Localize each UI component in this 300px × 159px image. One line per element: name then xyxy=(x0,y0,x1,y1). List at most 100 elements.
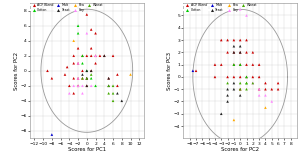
Point xyxy=(190,69,195,72)
Point xyxy=(244,88,249,90)
Point xyxy=(80,84,85,87)
Point xyxy=(80,73,85,76)
Legend: ACF Blend, Cotton, Malt, Yeast, Pea, Soy, Wheat: ACF Blend, Cotton, Malt, Yeast, Pea, Soy… xyxy=(183,3,257,12)
Point xyxy=(232,63,236,66)
Point xyxy=(71,39,76,42)
Point xyxy=(76,47,80,49)
Point xyxy=(45,69,50,72)
Point xyxy=(250,76,255,78)
Point xyxy=(80,55,85,57)
Point xyxy=(76,32,80,35)
Point xyxy=(63,73,68,76)
Point xyxy=(106,77,111,80)
Point xyxy=(263,82,268,84)
Point xyxy=(93,32,98,35)
Point xyxy=(225,82,230,84)
Point xyxy=(84,32,89,35)
Point xyxy=(238,82,243,84)
X-axis label: Scores for PC2: Scores for PC2 xyxy=(221,147,259,152)
Point xyxy=(244,76,249,78)
Point xyxy=(76,24,80,27)
Point xyxy=(84,55,89,57)
Point xyxy=(106,84,111,87)
Point xyxy=(115,84,120,87)
Point xyxy=(84,13,89,16)
Point xyxy=(263,88,268,90)
Point xyxy=(80,55,85,57)
Point xyxy=(219,39,224,41)
Point xyxy=(84,69,89,72)
Point xyxy=(76,84,80,87)
Point xyxy=(89,73,94,76)
Point xyxy=(50,77,54,80)
Y-axis label: Scores for PC3: Scores for PC3 xyxy=(167,52,172,90)
Point xyxy=(89,69,94,72)
Point xyxy=(50,133,54,136)
Point xyxy=(276,82,280,84)
Point xyxy=(219,112,224,115)
Point xyxy=(89,84,94,87)
Point xyxy=(89,28,94,31)
Point xyxy=(76,84,80,87)
Point xyxy=(257,76,262,78)
Point xyxy=(225,88,230,90)
Point xyxy=(89,69,94,72)
Point xyxy=(80,69,85,72)
Point xyxy=(232,63,236,66)
Point xyxy=(194,69,198,72)
Point xyxy=(84,77,89,80)
Point xyxy=(84,84,89,87)
Point xyxy=(238,63,243,66)
Point xyxy=(244,82,249,84)
X-axis label: Scores for PC1: Scores for PC1 xyxy=(68,147,106,152)
Point xyxy=(84,77,89,80)
Point xyxy=(76,62,80,65)
Point xyxy=(106,92,111,95)
Y-axis label: Scores for PC2: Scores for PC2 xyxy=(14,52,19,90)
Point xyxy=(232,76,236,78)
Point xyxy=(102,55,107,57)
Point xyxy=(244,63,249,66)
Point xyxy=(238,39,243,41)
Point xyxy=(232,39,236,41)
Point xyxy=(225,76,230,78)
Point xyxy=(115,73,120,76)
Point xyxy=(106,77,111,80)
Point xyxy=(238,51,243,54)
Point xyxy=(98,55,102,57)
Point xyxy=(80,77,85,80)
Point xyxy=(232,88,236,90)
Point xyxy=(250,82,255,84)
Point xyxy=(238,88,243,90)
Point xyxy=(65,66,70,68)
Point xyxy=(80,77,85,80)
Point xyxy=(244,76,249,78)
Point xyxy=(238,51,243,54)
Point xyxy=(80,92,85,95)
Point xyxy=(238,94,243,97)
Point xyxy=(111,92,116,95)
Point xyxy=(269,100,274,103)
Point xyxy=(102,55,107,57)
Point xyxy=(250,63,255,66)
Point xyxy=(76,77,80,80)
Point xyxy=(89,47,94,49)
Point xyxy=(232,119,236,121)
Point xyxy=(71,55,76,57)
Point xyxy=(89,77,94,80)
Point xyxy=(212,63,217,66)
Point xyxy=(225,39,230,41)
Point xyxy=(212,76,217,78)
Point xyxy=(128,73,133,76)
Point xyxy=(263,94,268,97)
Point xyxy=(232,51,236,54)
Point xyxy=(244,51,249,54)
Point xyxy=(111,100,116,102)
Point xyxy=(219,63,224,66)
Point xyxy=(257,88,262,90)
Point xyxy=(238,63,243,66)
Point xyxy=(93,55,98,57)
Point xyxy=(111,84,116,87)
Point xyxy=(232,51,236,54)
Point xyxy=(257,88,262,90)
